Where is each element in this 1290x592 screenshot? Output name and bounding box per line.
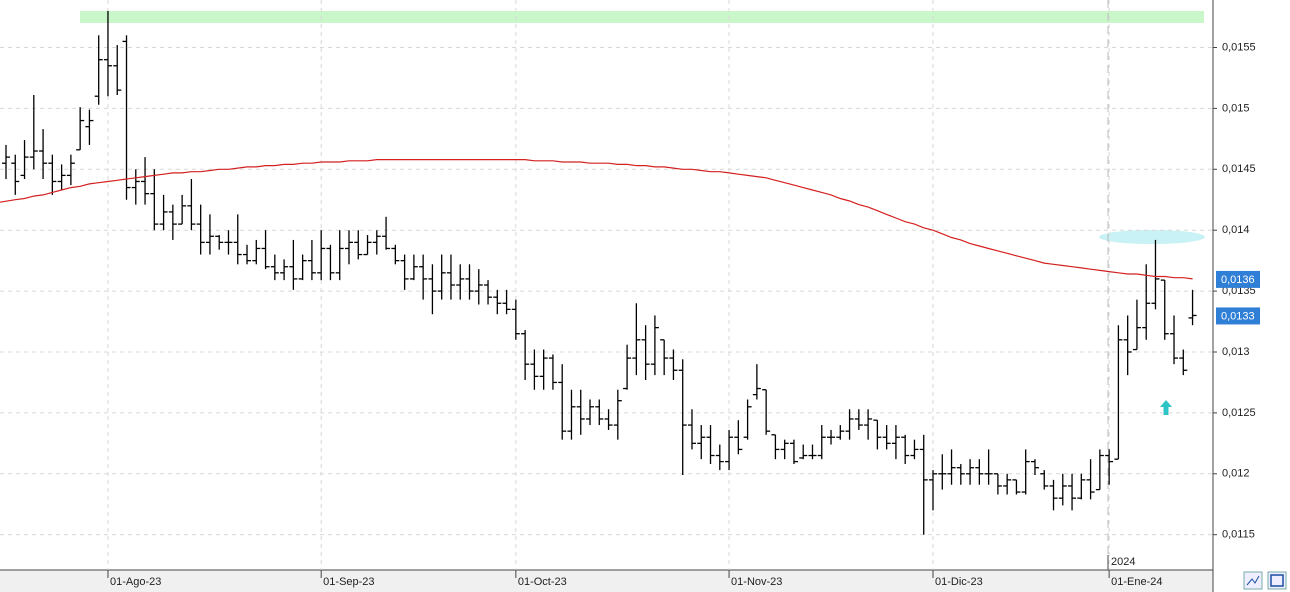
y-tick-label: 0,0155 xyxy=(1222,41,1256,53)
x-axis-band xyxy=(0,570,1213,592)
y-tick-label: 0,015 xyxy=(1222,102,1250,114)
save-icon xyxy=(1270,574,1284,587)
price-marker xyxy=(1216,307,1260,325)
x-tick-label: 01-Dic-23 xyxy=(935,576,983,588)
x-tick-label: 01-Ago-23 xyxy=(110,576,161,588)
grid xyxy=(0,0,1213,570)
x-tick-label: 01-Sep-23 xyxy=(323,576,374,588)
highlight-band xyxy=(80,11,1204,23)
up-arrow xyxy=(1160,400,1172,415)
x-tick-label: 01-Nov-23 xyxy=(731,576,782,588)
y-tick-label: 0,0125 xyxy=(1222,407,1256,419)
price-marker-label: 0,0133 xyxy=(1221,310,1255,322)
highlight-ellipse xyxy=(1099,230,1205,244)
moving-average-line xyxy=(0,159,1193,280)
price-marker-label: 0,0136 xyxy=(1221,274,1255,286)
scale-icon xyxy=(1246,575,1260,586)
y-tick-label: 0,012 xyxy=(1222,468,1250,480)
plot xyxy=(0,10,1197,535)
x-tick-label: 01-Ene-24 xyxy=(1111,576,1162,588)
y-tick-label: 0,014 xyxy=(1222,224,1250,236)
y-tick-label: 0,0145 xyxy=(1222,163,1256,175)
y-tick-label: 0,013 xyxy=(1222,346,1250,358)
y-tick-label: 0,0135 xyxy=(1222,285,1256,297)
price-marker xyxy=(1216,270,1260,288)
save-button[interactable] xyxy=(1267,571,1287,590)
year-label: 2024 xyxy=(1111,556,1135,568)
x-tick-label: 01-Oct-23 xyxy=(518,576,567,588)
y-tick-label: 0,0115 xyxy=(1222,529,1255,541)
